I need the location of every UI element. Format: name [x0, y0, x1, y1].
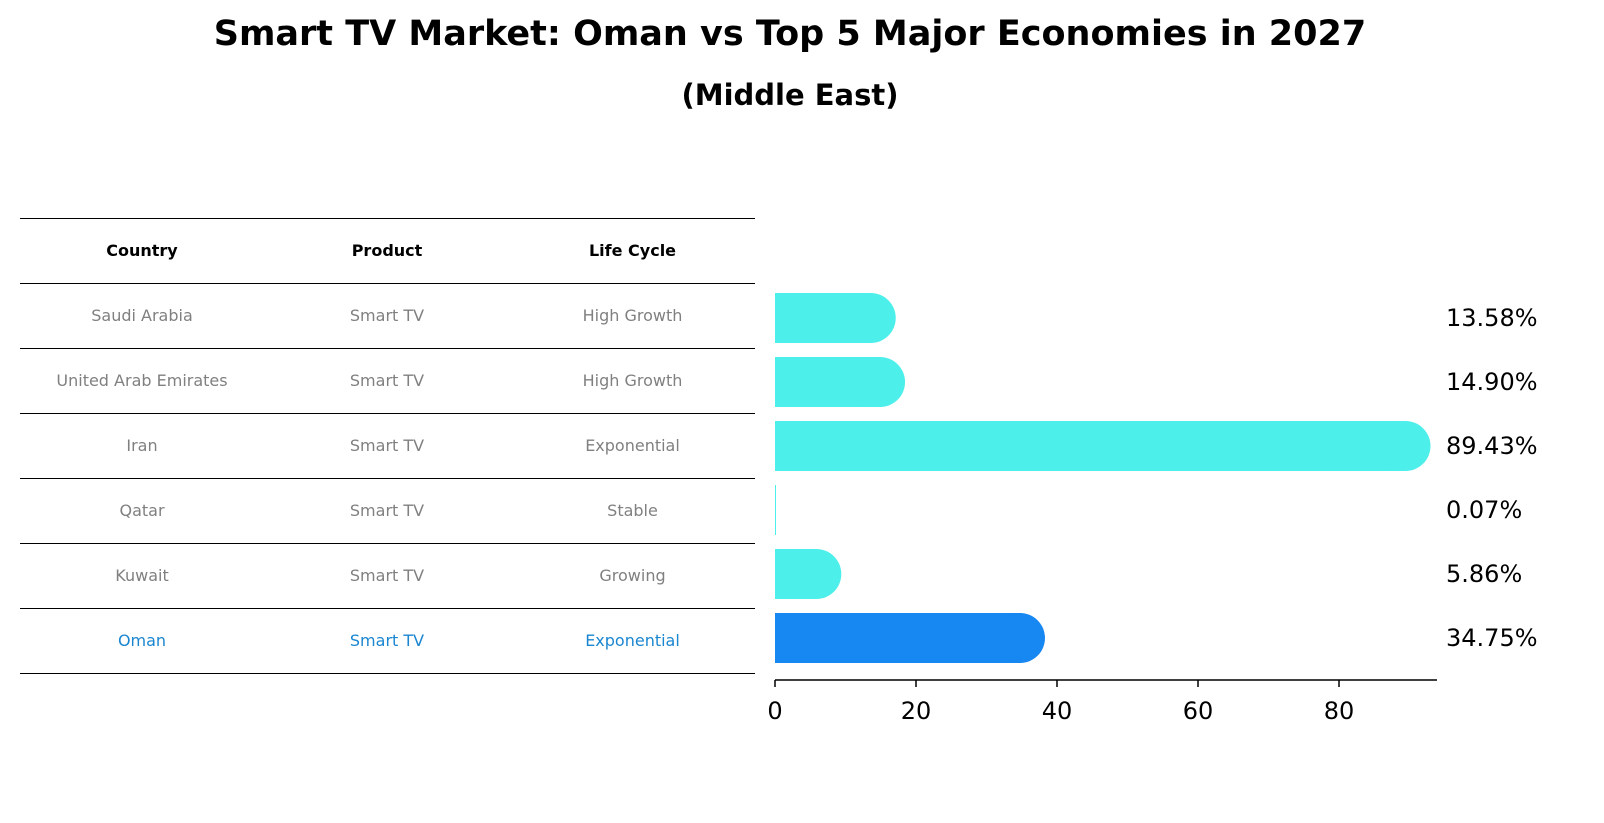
bar-cap: [1380, 421, 1431, 471]
x-tick-label: 80: [1324, 697, 1355, 725]
product-cell: Smart TV: [349, 306, 425, 325]
header-life-cycle: Life Cycle: [588, 241, 677, 260]
life-cycle-cell: Exponential: [585, 631, 680, 650]
data-table: Country Product Life Cycle Saudi Arabia …: [20, 218, 755, 674]
table-row: Saudi Arabia Smart TV High Growth: [20, 283, 755, 348]
product-cell: Smart TV: [349, 631, 425, 650]
bar: [775, 613, 1020, 663]
table-row: Kuwait Smart TV Growing: [20, 543, 755, 608]
chart-title: Smart TV Market: Oman vs Top 5 Major Eco…: [213, 14, 1367, 54]
table-row: United Arab Emirates Smart TV High Growt…: [20, 348, 755, 413]
life-cycle-cell: Stable: [607, 501, 658, 520]
bar-cap: [994, 613, 1045, 663]
life-cycle-cell: Exponential: [585, 436, 680, 455]
header-product: Product: [351, 241, 423, 260]
bar-cap: [791, 549, 842, 599]
bar: [775, 421, 1406, 471]
country-cell: Iran: [126, 436, 158, 455]
bar: [775, 485, 776, 535]
x-tick-label: 0: [767, 697, 782, 725]
bar-cap: [845, 293, 896, 343]
data-label: 14.90%: [1446, 368, 1538, 396]
data-label: 5.86%: [1446, 560, 1522, 588]
table-row: Iran Smart TV Exponential: [20, 413, 755, 478]
country-cell: Oman: [117, 631, 167, 650]
product-cell: Smart TV: [349, 371, 425, 390]
country-cell: Saudi Arabia: [91, 306, 193, 325]
data-label: 34.75%: [1446, 624, 1538, 652]
x-tick-label: 20: [901, 697, 932, 725]
x-tick-label: 40: [1042, 697, 1073, 725]
country-cell: United Arab Emirates: [56, 371, 228, 390]
life-cycle-cell: High Growth: [582, 306, 683, 325]
table-header-row: Country Product Life Cycle: [20, 218, 755, 283]
product-cell: Smart TV: [349, 566, 425, 585]
x-tick-label: 60: [1183, 697, 1214, 725]
data-label: 0.07%: [1446, 496, 1522, 524]
data-label: 89.43%: [1446, 432, 1538, 460]
product-cell: Smart TV: [349, 501, 425, 520]
header-country: Country: [106, 241, 178, 260]
life-cycle-cell: Growing: [599, 566, 666, 585]
table-row: Qatar Smart TV Stable: [20, 478, 755, 543]
country-cell: Qatar: [119, 501, 165, 520]
life-cycle-cell: High Growth: [582, 371, 683, 390]
chart-subtitle: (Middle East): [681, 78, 899, 112]
data-label: 13.58%: [1446, 304, 1538, 332]
product-cell: Smart TV: [349, 436, 425, 455]
country-cell: Kuwait: [115, 566, 169, 585]
table-row-highlight: Oman Smart TV Exponential: [20, 608, 755, 674]
bar-cap: [855, 357, 906, 407]
